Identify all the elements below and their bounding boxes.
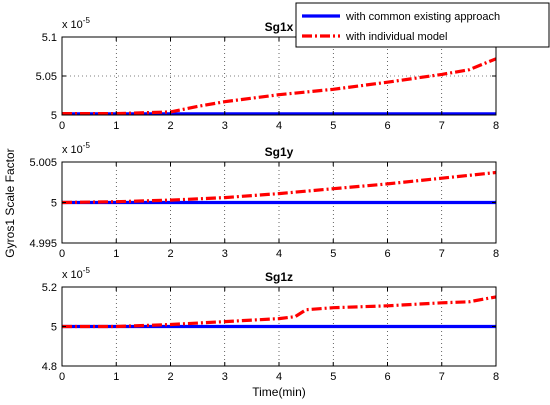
x-tick-label: 7 [439,248,445,260]
subplots: 0 1 2 3 4 5 6 7 8 5 5.05 5.1 x 10-5 Sg1x 0 1 2 3 4 5 6 7 8 4.99… [29,16,499,399]
subplot-sg1z: 0 1 2 3 4 5 6 7 8 4.8 5 5.2 x 10-5 Sg1z Time(min) [42,266,499,399]
x-tick-label: 5 [330,371,336,383]
x-tick-label: 2 [167,120,173,132]
x-tick-label: 6 [384,248,390,260]
x-tick-label: 5 [330,120,336,132]
y-tick-label: 5 [51,110,57,122]
legend-entry-label: with individual model [345,31,448,43]
x-tick-label: 0 [59,371,65,383]
x-tick-label: 3 [222,248,228,260]
y-tick-label: 5.05 [36,71,57,83]
x-tick-label: 6 [384,371,390,383]
series-line-individual-model [62,295,497,329]
y-tick-label: 5.2 [42,282,57,294]
subplot-title: Sg1x [265,20,294,34]
x-tick-label: 8 [493,248,499,260]
x-tick-label: 4 [276,120,282,132]
x-tick-label: 4 [276,248,282,260]
subplot-title: Sg1y [265,145,294,159]
x-tick-label: 6 [384,120,390,132]
x-tick-label: 5 [330,248,336,260]
x-tick-label: 2 [167,248,173,260]
y-tick-label: 5.1 [42,32,57,44]
x-tick-label: 4 [276,371,282,383]
y-tick-label: 4.995 [29,238,57,250]
x-tick-label: 3 [222,371,228,383]
subplot-sg1x: 0 1 2 3 4 5 6 7 8 5 5.05 5.1 x 10-5 Sg1x [36,16,499,132]
x-tick-label: 8 [493,371,499,383]
legend-entry-label: with common existing approach [345,11,500,23]
x-tick-label: 1 [113,120,119,132]
x-tick-label: 1 [113,248,119,260]
x-tick-label: 7 [439,371,445,383]
y-exponent-label: x 10-5 [62,266,90,281]
x-tick-label: 7 [439,120,445,132]
x-tick-label: 0 [59,248,65,260]
x-tick-label: 1 [113,371,119,383]
series-line-individual-model [62,57,497,116]
subplot-sg1y: 0 1 2 3 4 5 6 7 8 4.995 5 5.005 x 10-5 Sg1y [29,141,499,260]
y-tick-label: 5 [51,198,57,210]
x-tick-label: 0 [59,120,65,132]
series-line-individual-model [61,170,497,205]
y-exponent-label: x 10-5 [62,141,90,156]
y-tick-label: 5 [51,322,57,334]
x-tick-label: 8 [493,120,499,132]
y-exponent-label: x 10-5 [62,16,90,31]
y-axis-label: Gyros1 Scale Factor [3,148,17,257]
legend-box [295,2,550,48]
y-tick-label: 4.8 [42,361,57,373]
x-axis-label: Time(min) [252,385,306,399]
subplot-title: Sg1z [265,270,293,284]
y-tick-label: 5.005 [29,157,57,169]
x-tick-label: 2 [167,371,173,383]
legend: with common existing approach with indivi… [295,2,550,48]
x-tick-label: 3 [222,120,228,132]
